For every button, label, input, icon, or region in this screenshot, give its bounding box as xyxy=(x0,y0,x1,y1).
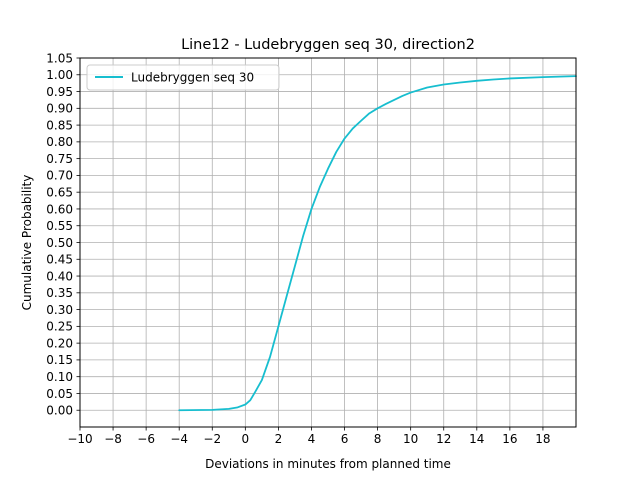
y-tick-label: 0.45 xyxy=(46,253,73,267)
x-axis-ticks: −10 −8 −6 −4 −2 0 2 4 6 8 10 12 14 16 18 xyxy=(67,427,551,446)
legend: Ludebryggen seq 30 xyxy=(86,64,280,91)
x-tick-label: 6 xyxy=(341,432,349,446)
y-tick-label: 0.10 xyxy=(46,370,73,384)
grid xyxy=(79,57,576,427)
x-tick-label: −2 xyxy=(203,432,221,446)
y-tick-label: 0.15 xyxy=(46,353,73,367)
y-tick-label: 1.00 xyxy=(46,68,73,82)
x-axis-label: Deviations in minutes from planned time xyxy=(205,457,451,471)
y-tick-label: 0.25 xyxy=(46,320,73,334)
x-tick-label: −8 xyxy=(104,432,122,446)
y-tick-label: 0.70 xyxy=(46,169,73,183)
x-tick-label: 14 xyxy=(469,432,484,446)
y-tick-label: 0.90 xyxy=(46,102,73,116)
y-tick-label: 0.55 xyxy=(46,219,73,233)
y-tick-label: 0.75 xyxy=(46,152,73,166)
x-tick-label: 4 xyxy=(308,432,316,446)
y-tick-label: 0.05 xyxy=(46,387,73,401)
legend-box xyxy=(86,64,280,91)
x-tick-label: 16 xyxy=(502,432,517,446)
x-tick-label: −10 xyxy=(67,432,92,446)
y-tick-label: 0.35 xyxy=(46,286,73,300)
x-tick-label: −6 xyxy=(137,432,155,446)
series-line xyxy=(178,75,577,412)
x-tick-label: 8 xyxy=(374,432,382,446)
y-tick-label: 0.95 xyxy=(46,85,73,99)
chart-title: Line12 - Ludebryggen seq 30, direction2 xyxy=(181,37,475,53)
y-tick-label: 0.40 xyxy=(46,269,73,283)
series-layer xyxy=(178,75,577,412)
y-tick-label: 0.00 xyxy=(46,404,73,418)
y-tick-label: 0.20 xyxy=(46,336,73,350)
y-tick-label: 1.05 xyxy=(46,51,73,65)
y-tick-label: 0.80 xyxy=(46,135,73,149)
x-tick-label: 12 xyxy=(436,432,451,446)
y-axis-label: Cumulative Probability xyxy=(20,175,34,311)
y-tick-label: 0.60 xyxy=(46,202,73,216)
y-tick-label: 0.65 xyxy=(46,185,73,199)
x-tick-label: 10 xyxy=(403,432,418,446)
x-tick-label: 0 xyxy=(242,432,250,446)
legend-label: Ludebryggen seq 30 xyxy=(131,71,254,85)
y-tick-label: 0.85 xyxy=(46,118,73,132)
y-tick-label: 0.50 xyxy=(46,236,73,250)
x-tick-label: −4 xyxy=(170,432,188,446)
y-tick-label: 0.30 xyxy=(46,303,73,317)
y-axis-ticks: 0.00 0.05 0.10 0.15 0.20 0.25 0.30 0.35 0.40 0.45… xyxy=(46,51,80,418)
x-tick-label: 2 xyxy=(275,432,283,446)
x-tick-label: 18 xyxy=(535,432,550,446)
